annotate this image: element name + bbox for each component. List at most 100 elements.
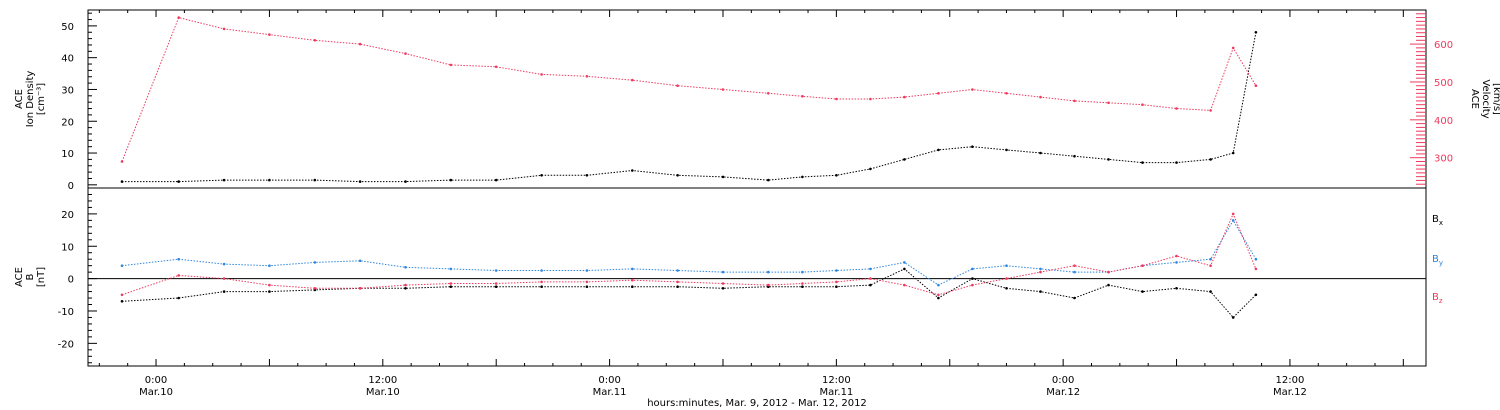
by-point	[631, 267, 634, 271]
velocity-point	[177, 16, 180, 19]
date-tick-label: Mar.12	[1273, 387, 1307, 398]
bx-point	[1254, 293, 1258, 297]
bz-point	[1175, 254, 1178, 258]
bx-point	[540, 285, 543, 289]
bz-point	[801, 282, 804, 285]
by-point	[1254, 257, 1258, 261]
density-tick-label: 50	[61, 22, 74, 33]
density-point	[177, 180, 180, 183]
bz-point	[1107, 270, 1110, 274]
velocity-point	[1039, 95, 1042, 99]
bx-point	[449, 285, 453, 289]
field-tick-label: 20	[61, 210, 74, 221]
velocity-point	[869, 97, 872, 101]
density-axis-label-2: Ion Density	[25, 71, 36, 128]
velocity-point	[1073, 99, 1076, 103]
time-tick-label: 12:00	[1276, 375, 1305, 386]
velocity-point	[903, 95, 906, 99]
density-point	[268, 178, 271, 182]
time-tick-label: 0:00	[145, 375, 167, 386]
density-point	[494, 178, 498, 182]
density-point	[835, 174, 838, 177]
bz-point	[1039, 270, 1042, 274]
density-point	[767, 178, 770, 182]
velocity-point	[971, 88, 974, 91]
density-point	[869, 167, 872, 171]
by-point	[801, 270, 804, 274]
bx-point	[937, 296, 940, 300]
density-axis-ticks: 0 10 20 30 40 50	[61, 12, 97, 192]
density-point	[585, 174, 589, 177]
density-point	[222, 178, 226, 182]
by-point	[1175, 261, 1178, 264]
bz-point	[903, 283, 906, 287]
bottom-panel-frame	[87, 187, 1427, 367]
by-point	[404, 266, 407, 269]
velocity-tick-label: 500	[1434, 78, 1453, 89]
velocity-point	[1141, 103, 1144, 106]
top-panel-data	[120, 16, 1258, 183]
velocity-series	[120, 16, 1258, 163]
bz-point	[313, 287, 317, 290]
velocity-point	[1175, 107, 1178, 110]
bz-point	[120, 293, 124, 297]
bz-point	[721, 282, 725, 285]
density-point	[1107, 158, 1110, 161]
velocity-point	[358, 42, 362, 46]
density-point	[1231, 151, 1235, 155]
bx-point	[1005, 287, 1008, 290]
field-tick-label: -10	[58, 307, 74, 318]
time-axis-label: hours:minutes, Mar. 9, 2012 - Mar. 12, 2…	[647, 398, 867, 409]
velocity-point	[835, 97, 838, 101]
bz-point	[631, 278, 634, 282]
density-velocity-panel: 0 10 20 30 40 50 300 400 500 600 ACE Ion Density…	[14, 9, 1500, 192]
bz-point	[767, 283, 770, 287]
velocity-point	[585, 75, 589, 78]
bz-point	[358, 287, 362, 290]
velocity-axis-ticks: 300 400 500 600	[1410, 13, 1453, 185]
by-point	[767, 270, 770, 274]
date-tick-label: Mar.12	[1046, 387, 1080, 398]
density-point	[404, 180, 407, 183]
velocity-point	[404, 52, 407, 55]
velocity-point	[268, 33, 271, 36]
density-point	[1073, 154, 1076, 158]
field-axis-label-1: ACE	[14, 267, 25, 287]
by-point	[835, 269, 838, 272]
bz-point	[177, 274, 180, 277]
velocity-point	[1005, 92, 1008, 95]
density-tick-label: 10	[61, 149, 74, 160]
bz-point	[449, 282, 453, 285]
bx-point	[676, 285, 679, 289]
velocity-point	[721, 88, 725, 91]
density-axis-label-3: [cm⁻³]	[36, 83, 47, 115]
by-point	[676, 269, 679, 272]
bz-series	[120, 212, 1258, 297]
time-tick-label: 0:00	[1052, 375, 1074, 386]
by-point	[494, 269, 498, 272]
legend-bx: Bx	[1432, 214, 1443, 227]
bx-point	[222, 290, 226, 293]
velocity-point	[494, 65, 498, 69]
by-point	[120, 264, 124, 268]
bx-point	[1073, 296, 1076, 300]
velocity-point	[631, 78, 634, 82]
density-tick-label: 40	[61, 54, 74, 65]
density-point	[540, 174, 543, 177]
date-tick-label: Mar.11	[593, 387, 627, 398]
bz-point	[971, 283, 974, 287]
density-line	[122, 32, 1257, 183]
bx-point	[494, 285, 498, 289]
bz-point	[268, 283, 271, 287]
by-point	[1231, 219, 1235, 222]
bx-point	[903, 267, 906, 271]
density-point	[676, 174, 679, 177]
bx-point	[801, 285, 804, 289]
velocity-axis-label-1: ACE	[1469, 89, 1480, 109]
bx-point	[835, 285, 838, 289]
by-point	[721, 270, 725, 274]
field-axis-label-2: B	[25, 273, 36, 280]
density-point	[801, 175, 804, 179]
field-tick-label: 10	[61, 242, 74, 253]
